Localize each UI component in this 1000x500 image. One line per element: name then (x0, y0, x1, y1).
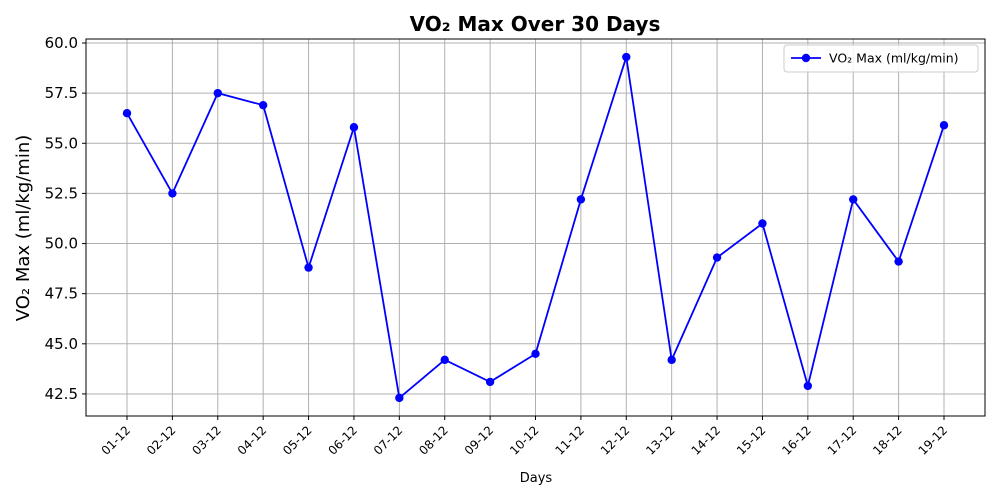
data-point (849, 195, 858, 204)
y-tick-label: 50.0 (45, 235, 78, 253)
grid-layer (86, 39, 985, 416)
data-point (122, 108, 132, 118)
data-point (622, 52, 631, 62)
y-tick-label: 60.0 (45, 34, 78, 52)
legend: VO₂ Max (ml/kg/min) (783, 44, 979, 73)
legend-marker-sample (801, 53, 811, 63)
data-point (667, 355, 676, 365)
data-point (213, 88, 222, 98)
series-layer (122, 52, 949, 403)
data-point (440, 355, 449, 365)
y-axis-label: VO₂ Max (ml/kg/min) (13, 135, 34, 322)
y-tick-label: 42.5 (45, 385, 78, 403)
chart-title: VO₂ Max Over 30 Days (410, 12, 661, 36)
data-point (168, 189, 177, 198)
data-point (894, 257, 903, 266)
data-point (939, 121, 949, 130)
legend-box (783, 44, 979, 73)
data-point (395, 393, 404, 403)
data-point (304, 263, 313, 272)
x-axis-label: Days (520, 471, 553, 486)
data-point (712, 253, 722, 262)
data-point (758, 219, 767, 228)
data-point (349, 123, 359, 132)
data-point (576, 195, 586, 204)
data-point (485, 377, 495, 387)
data-point (258, 100, 268, 110)
legend-label: VO₂ Max (ml/kg/min) (829, 51, 959, 66)
y-tick-label: 47.5 (45, 285, 78, 303)
y-tick-label: 55.0 (45, 134, 78, 152)
data-point (803, 381, 813, 391)
y-tick-label: 52.5 (45, 184, 78, 202)
y-tick-label: 45.0 (45, 335, 78, 353)
y-tick-layer: 42.5 45.0 47.5 50.0 52.5 55.0 57.5 60.0 (45, 34, 86, 403)
data-point (531, 349, 540, 359)
y-tick-label: 57.5 (45, 84, 78, 102)
